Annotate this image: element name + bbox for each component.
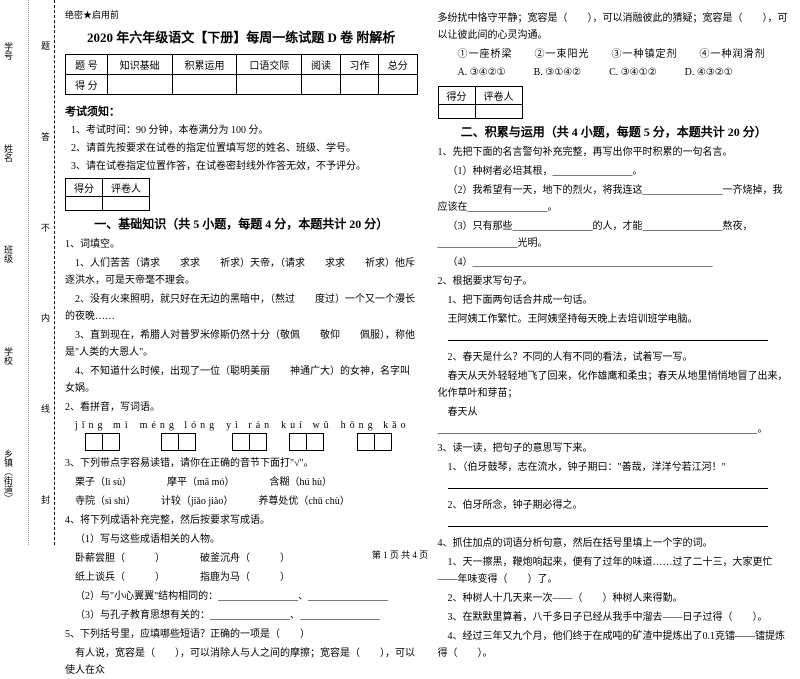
score-table: 题 号 知识基础 积累运用 口语交际 阅读 习作 总分 得 分: [65, 54, 418, 95]
binding-label: 学号: [2, 42, 15, 60]
binding-margin: 学号 姓名 班级 学校 乡镇（街道） 题 答 不 内 线 封: [0, 0, 55, 545]
p2q3-line: 1、（伯牙鼓琴，志在流水，钟子期曰："善哉，洋洋兮若江河！": [438, 459, 791, 476]
p2q2-line: 春天从天外轻轻地飞了回来，化作雄鹰和柔虫；春天从地里悄悄地冒了出来，化作草叶和芽…: [438, 368, 791, 402]
p2q2-stem: 2、根据要求写句子。: [438, 273, 791, 290]
scorebox-label: 得分: [66, 179, 103, 197]
binding-char: 答: [39, 132, 52, 141]
binding-label: 姓名: [2, 144, 15, 162]
q4-line: （1）写与这些成语相关的人物。: [65, 531, 418, 548]
pinyin: yì rán: [226, 420, 273, 431]
p2q1-line: （2）我希望有一天，地下的烈火，将我连这________________一齐烧掉…: [438, 182, 791, 216]
binding-label: 学校: [2, 347, 15, 365]
q4-line: （2）与"小心翼翼"结构相同的：________________、_______…: [65, 588, 418, 605]
binding-label: 乡镇（街道）: [2, 449, 15, 503]
p2q3-line: 2、伯牙所念，钟子期必得之。: [438, 497, 791, 514]
q4-line: 纸上谈兵（ ） 指鹿为马（ ）: [65, 569, 418, 586]
pinyin-row: jǐng mì méng lóng yì rán kuí wǔ hōng kǎo: [75, 420, 418, 451]
score-header: 阅读: [302, 55, 340, 75]
q3-stem: 3、下列带点字容易读错，请你在正确的音节下面打"√"。: [65, 455, 418, 472]
section-1-header: 一、基础知识（共 5 小题，每题 4 分，本题共计 20 分）: [65, 215, 418, 232]
pinyin: jǐng mì: [75, 420, 132, 431]
q4-stem: 4、将下列成语补充完整，然后按要求写成语。: [65, 512, 418, 529]
choice: B. ③①④②: [534, 67, 582, 78]
q5-line: 有人说，宽容是（ ），可以消除人与人之间的摩擦；宽容是（ ），可以使人在众: [65, 645, 418, 679]
q4-line: （3）与孔子教育思想有关的：________________、_________…: [65, 607, 418, 624]
p2q1-line: （3）只有那些________________的人，才能____________…: [438, 218, 791, 252]
notice-item: 2、请首先按要求在试卷的指定位置填写您的姓名、班级、学号。: [71, 141, 418, 156]
binding-right-labels: 题 答 不 内 线 封: [39, 0, 52, 545]
section-2-header: 二、积累与运用（共 4 小题，每题 5 分，本题共计 20 分）: [438, 123, 791, 140]
q2-stem: 2、看拼音，写词语。: [65, 399, 418, 416]
p2q2-line: 王阿姨工作繁忙。王阿姨坚持每天晚上去培训班学电脑。: [438, 311, 791, 328]
secret-label: 绝密★启用前: [65, 8, 418, 21]
q5-stem: 5、下列括号里，应填哪些短语？正确的一项是（ ）: [65, 626, 418, 643]
p2q4-line: 3、在默默里算着，八千多日子已经从我手中溜去——日子过得（ ）。: [438, 609, 791, 626]
p2q4-line: 4、经过三年又九个月，他们终于在成吨的矿渣中提炼出了0.1克镭——镭提炼得（ ）…: [438, 628, 791, 662]
q1-line: 1、人们苦苦（请求 求求 祈求）天帝，（请求 求求 祈求）他斥逐洪水，可是天帝毫…: [65, 255, 418, 289]
p2q1-line: （4）_____________________________________…: [438, 254, 791, 271]
score-row-label: 得 分: [66, 75, 108, 95]
pinyin: hōng kǎo: [341, 420, 410, 431]
section-scorebox: 得分评卷人: [65, 178, 150, 211]
q1-line: 4、不知道什么时候，出现了一位（聪明美丽 神通广大）的女神，名字叫女娲。: [65, 363, 418, 397]
p2q1-line: （1）种树者必培其根，________________。: [438, 163, 791, 180]
binding-left-labels: 学号 姓名 班级 学校 乡镇（街道）: [2, 0, 15, 545]
page-footer: 第 1 页 共 4 页: [0, 548, 800, 561]
scorebox-label: 评卷人: [475, 87, 522, 105]
p2q2-line: 春天从_____________________________________…: [438, 404, 791, 438]
p2q3-stem: 3、读一读，把句子的意思写下来。: [438, 440, 791, 457]
notice-item: 1、考试时间：90 分钟，本卷满分为 100 分。: [71, 123, 418, 138]
p2q2-line: 2、春天是什么？不同的人有不同的看法，试着写一写。: [438, 349, 791, 366]
q5-cont: 多纷扰中恪守平静；宽容是（ ），可以消融彼此的猜疑；宽容是（ ），可以让彼此间的…: [438, 10, 791, 44]
scorebox-label: 评卷人: [103, 179, 150, 197]
answer-line: [438, 516, 791, 533]
binding-char: 内: [39, 313, 52, 322]
score-header: 题 号: [66, 55, 108, 75]
pinyin: méng lóng: [140, 420, 219, 431]
notice-item: 3、请在试卷指定位置作答，在试卷密封线外作答无效，不予评分。: [71, 159, 418, 174]
binding-char: 线: [39, 404, 52, 413]
choice: D. ④③②①: [685, 67, 733, 78]
q5-choices: A. ③④②① B. ③①④② C. ③④①② D. ④③②①: [458, 67, 791, 78]
answer-line: [438, 330, 791, 347]
section-scorebox: 得分评卷人: [438, 86, 523, 119]
q1-line: 3、直到现在，希腊人对普罗米修斯仍然十分（敬佩 敬仰 佩服），称他是"人类的大恩…: [65, 327, 418, 361]
choice: C. ③④①②: [609, 67, 657, 78]
p2q1-stem: 1、先把下面的名言警句补充完整，再写出你平时积累的一句名言。: [438, 144, 791, 161]
notice-list: 1、考试时间：90 分钟，本卷满分为 100 分。 2、请首先按要求在试卷的指定…: [71, 123, 418, 174]
q1-stem: 1、词填空。: [65, 236, 418, 253]
score-header: 知识基础: [107, 55, 172, 75]
notice-header: 考试须知：: [65, 103, 418, 119]
binding-char: 封: [39, 495, 52, 504]
score-header: 习作: [340, 55, 378, 75]
p2q2-line: 1、把下面两句话合并成一句话。: [438, 292, 791, 309]
pinyin: kuí wǔ: [281, 420, 333, 431]
score-header: 积累运用: [172, 55, 237, 75]
q3-line: 栗子（lì sù） 摩平（mā mó） 含糊（hú hù）: [65, 474, 418, 491]
q1-line: 2、没有火来照明，就只好在无边的黑暗中，（熬过 度过）一个又一个漫长的夜晚……: [65, 291, 418, 325]
p2q4-line: 2、种树人十几天来一次——（ ）种树人来得勤。: [438, 590, 791, 607]
exam-title: 2020 年六年级语文【下册】每周一练试题 D 卷 附解析: [65, 27, 418, 46]
column-right: 多纷扰中恪守平静；宽容是（ ），可以消融彼此的猜疑；宽容是（ ），可以让彼此间的…: [438, 8, 791, 545]
scorebox-label: 得分: [438, 87, 475, 105]
answer-line: [438, 478, 791, 495]
binding-label: 班级: [2, 245, 15, 263]
binding-char: 题: [39, 41, 52, 50]
score-header: 口语交际: [237, 55, 302, 75]
q5-options: ①一座桥梁 ②一束阳光 ③一种镇定剂 ④一种润滑剂: [458, 46, 791, 63]
score-header: 总分: [379, 55, 417, 75]
binding-char: 不: [39, 223, 52, 232]
q3-line: 寺院（sì shì） 计较（jiǎo jiào） 养尊处优（chǔ chù）: [65, 493, 418, 510]
choice: A. ③④②①: [458, 67, 506, 78]
column-left: 绝密★启用前 2020 年六年级语文【下册】每周一练试题 D 卷 附解析 题 号…: [65, 8, 418, 545]
